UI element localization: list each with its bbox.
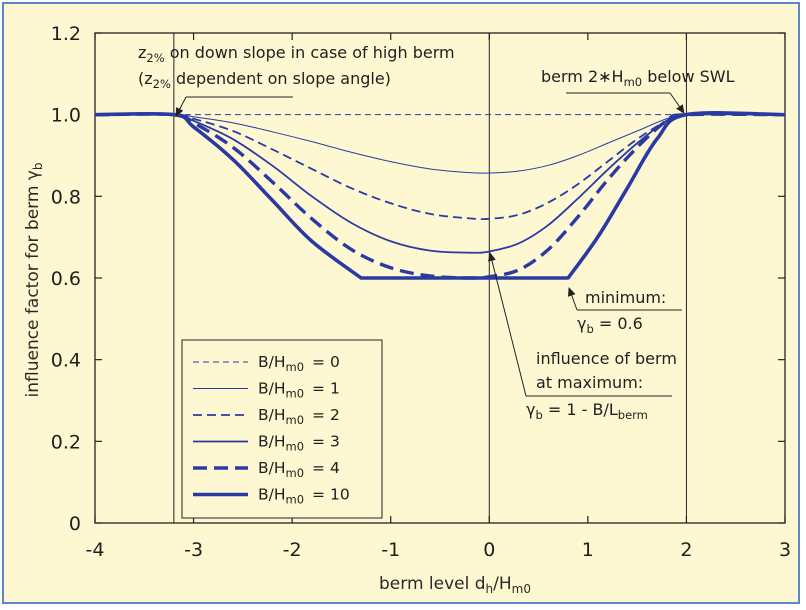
series-line-5 xyxy=(94,111,786,280)
legend-label: B/Hm0 = 10 xyxy=(258,486,350,507)
legend-label: B/Hm0 = 0 xyxy=(258,353,340,374)
series-line-3 xyxy=(94,113,786,254)
x-tick-label: -2 xyxy=(283,539,302,561)
annotation-minimum-line1: minimum: xyxy=(585,288,666,307)
x-tick-label: 1 xyxy=(582,539,594,561)
annotation-minimum: minimum: γb = 0.6 xyxy=(567,287,682,336)
y-tick-label: 0.2 xyxy=(51,431,81,453)
annotation-maximum-line1: influence of berm xyxy=(536,349,677,368)
x-axis-title: berm level dh/Hm0 xyxy=(379,574,531,596)
annotation-maximum-arrow xyxy=(488,252,527,397)
x-tick-label: 0 xyxy=(483,539,495,561)
x-tick-label: 2 xyxy=(680,539,692,561)
legend: B/Hm0 = 0 B/Hm0 = 1 B/Hm0 = 2 B/Hm0 = 3 B/Hm0 = 4… xyxy=(181,339,383,519)
series-line-1 xyxy=(94,113,786,174)
legend-label: B/Hm0 = 2 xyxy=(258,406,340,427)
x-tick-label: -3 xyxy=(184,539,203,561)
annotation-below-swl-text: berm 2∗Hm0 below SWL xyxy=(541,67,735,89)
legend-box xyxy=(181,339,383,519)
annotation-maximum: influence of berm at maximum: γb = 1 - B… xyxy=(488,252,677,422)
annotation-high-berm-line1: z2% on down slope in case of high berm xyxy=(138,43,455,65)
y-axis-title: influence factor for berm γb xyxy=(23,163,45,398)
annotation-minimum-arrow xyxy=(567,287,578,311)
y-tick-label: 1.2 xyxy=(51,23,81,45)
series-layer xyxy=(94,111,786,280)
y-tick-label: 0 xyxy=(69,513,81,535)
annotation-below-swl-arrow xyxy=(669,92,685,114)
annotation-high-berm: z2% on down slope in case of high berm (… xyxy=(138,43,455,117)
y-tick-label: 0.6 xyxy=(51,268,81,290)
annotation-minimum-line2: γb = 0.6 xyxy=(577,314,643,336)
y-tick-label: 1.0 xyxy=(51,105,81,127)
x-tick-label: -4 xyxy=(86,539,105,561)
y-tick-label: 0.8 xyxy=(51,186,81,208)
annotation-maximum-line2: at maximum: xyxy=(536,373,643,392)
x-tick-label: -1 xyxy=(381,539,400,561)
annotation-below-swl: berm 2∗Hm0 below SWL xyxy=(541,67,735,114)
annotation-maximum-line3: γb = 1 - B/Lberm xyxy=(526,400,648,422)
y-tick-label: 0.4 xyxy=(51,350,81,372)
axis-ticks: -4 -3 -2 -1 0 1 2 3 0 0.2 0.4 0.6 0.8 1.0 1.2 xyxy=(51,23,791,561)
legend-label: B/Hm0 = 3 xyxy=(258,433,340,454)
series-line-2 xyxy=(94,113,786,221)
legend-label: B/Hm0 = 1 xyxy=(258,380,340,401)
x-tick-label: 3 xyxy=(779,539,791,561)
annotation-high-berm-arrow xyxy=(175,96,187,117)
legend-label: B/Hm0 = 4 xyxy=(258,459,340,480)
annotation-high-berm-line2: (z2% dependent on slope angle) xyxy=(138,69,391,91)
